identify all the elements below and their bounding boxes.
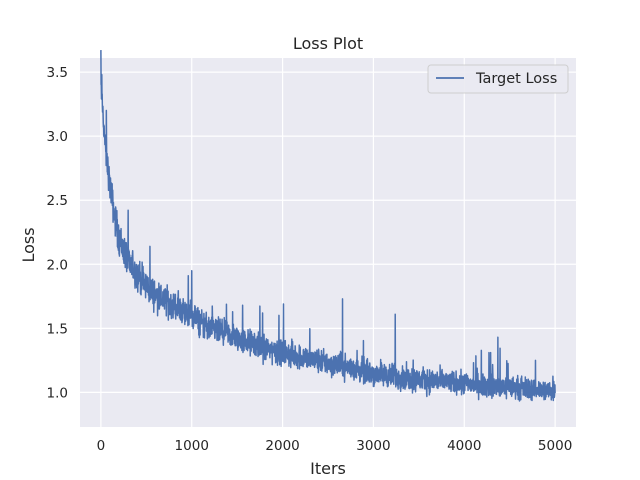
y-tick-label: 1.5	[47, 321, 68, 337]
legend-label-target-loss: Target Loss	[475, 71, 557, 87]
x-tick-label: 2000	[265, 438, 299, 454]
y-tick-label: 2.5	[47, 193, 68, 209]
series-group	[100, 50, 556, 402]
plot-background	[80, 58, 576, 427]
x-tick-label: 4000	[447, 438, 481, 454]
series-line-target-loss	[100, 50, 556, 402]
x-tick-label: 1000	[175, 438, 209, 454]
y-tick-label: 1.0	[47, 385, 68, 401]
x-tick-labels: 0 1000 2000 3000 4000 5000	[97, 438, 573, 454]
x-tick-label: 3000	[356, 438, 390, 454]
legend: Target Loss	[427, 64, 569, 94]
legend-box	[427, 64, 569, 94]
x-tick-label: 5000	[538, 438, 572, 454]
y-tick-label: 3.5	[47, 65, 68, 81]
y-tick-labels: 1.0 1.5 2.0 2.5 3.0 3.5	[47, 65, 68, 401]
chart-title: Loss Plot	[293, 34, 363, 53]
x-tick-label: 0	[97, 438, 106, 454]
y-axis-label: Loss	[19, 227, 38, 262]
grid-lines	[80, 58, 576, 427]
y-tick-label: 3.0	[47, 129, 68, 145]
y-tick-label: 2.0	[47, 257, 68, 273]
x-axis-label: Iters	[310, 459, 346, 478]
